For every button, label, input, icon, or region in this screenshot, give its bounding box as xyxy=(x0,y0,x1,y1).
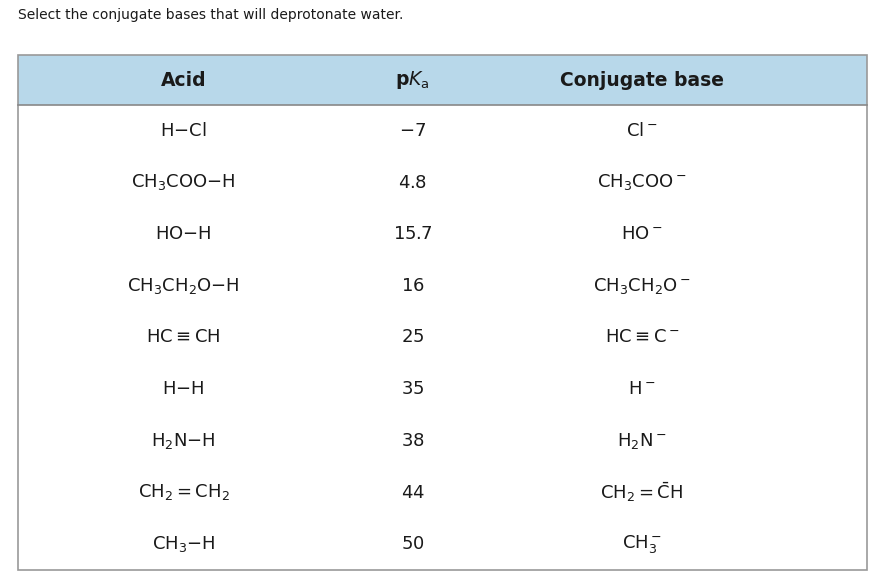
Text: $\mathsf{H{-}Cl}$: $\mathsf{H{-}Cl}$ xyxy=(160,122,207,140)
Text: Conjugate base: Conjugate base xyxy=(560,70,724,89)
Text: $\mathsf{CH_3^-}$: $\mathsf{CH_3^-}$ xyxy=(622,533,662,555)
Text: Select the conjugate bases that will deprotonate water.: Select the conjugate bases that will dep… xyxy=(18,8,404,22)
Text: $\mathsf{50}$: $\mathsf{50}$ xyxy=(401,535,425,553)
Text: $\mathsf{CH_3{-}H}$: $\mathsf{CH_3{-}H}$ xyxy=(151,534,215,554)
Text: $\mathsf{H_2N{-}H}$: $\mathsf{H_2N{-}H}$ xyxy=(151,431,216,451)
Text: $\mathsf{CH_3CH_2O^-}$: $\mathsf{CH_3CH_2O^-}$ xyxy=(593,276,691,296)
Text: $\mathsf{CH_3CH_2O{-}H}$: $\mathsf{CH_3CH_2O{-}H}$ xyxy=(127,276,240,296)
Text: p$K_\mathrm{a}$: p$K_\mathrm{a}$ xyxy=(396,69,430,91)
Text: $\mathsf{38}$: $\mathsf{38}$ xyxy=(401,432,425,450)
Text: $\mathsf{HO{-}H}$: $\mathsf{HO{-}H}$ xyxy=(155,225,212,243)
Text: $\mathsf{H{-}H}$: $\mathsf{H{-}H}$ xyxy=(162,380,204,398)
Text: $\mathsf{Cl^-}$: $\mathsf{Cl^-}$ xyxy=(627,122,658,140)
Text: Acid: Acid xyxy=(161,70,206,89)
Text: $\mathsf{35}$: $\mathsf{35}$ xyxy=(401,380,425,398)
Text: $\mathsf{CH_2{=}\bar{C}H}$: $\mathsf{CH_2{=}\bar{C}H}$ xyxy=(600,481,683,505)
Text: $\mathsf{44}$: $\mathsf{44}$ xyxy=(401,483,425,502)
Text: $\mathsf{H^-}$: $\mathsf{H^-}$ xyxy=(628,380,656,398)
Text: $\mathsf{-7}$: $\mathsf{-7}$ xyxy=(399,122,427,140)
Text: $\mathsf{HC{\equiv}CH}$: $\mathsf{HC{\equiv}CH}$ xyxy=(146,328,220,347)
Text: $\mathsf{CH_2{=}CH_2}$: $\mathsf{CH_2{=}CH_2}$ xyxy=(137,483,229,502)
Text: $\mathsf{16}$: $\mathsf{16}$ xyxy=(401,277,425,295)
Text: $\mathsf{HO^-}$: $\mathsf{HO^-}$ xyxy=(621,225,663,243)
Text: $\mathsf{HC{\equiv}C^-}$: $\mathsf{HC{\equiv}C^-}$ xyxy=(604,328,680,347)
Polygon shape xyxy=(18,55,867,105)
Text: $\mathsf{CH_3COO^-}$: $\mathsf{CH_3COO^-}$ xyxy=(597,172,687,192)
Text: $\mathsf{CH_3COO{-}H}$: $\mathsf{CH_3COO{-}H}$ xyxy=(131,172,235,192)
Text: $\mathsf{25}$: $\mathsf{25}$ xyxy=(401,328,425,347)
Text: $\mathsf{H_2N^-}$: $\mathsf{H_2N^-}$ xyxy=(617,431,666,451)
Text: $\mathsf{4.8}$: $\mathsf{4.8}$ xyxy=(398,173,427,191)
Text: $\mathsf{15.7}$: $\mathsf{15.7}$ xyxy=(393,225,433,243)
